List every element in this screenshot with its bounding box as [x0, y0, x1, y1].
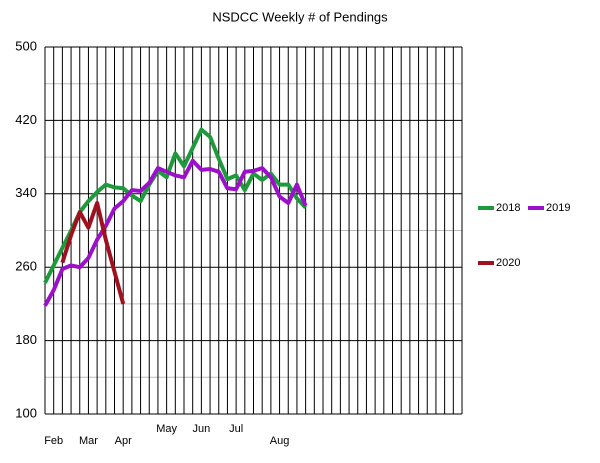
series-line — [43, 158, 308, 307]
series-line — [43, 127, 308, 284]
y-tick-label: 340 — [15, 185, 37, 200]
y-tick-label: 100 — [15, 405, 37, 420]
chart-title: NSDCC Weekly # of Pendings — [212, 9, 388, 24]
y-tick-label: 180 — [15, 332, 37, 347]
x-tick-label: Apr — [115, 435, 132, 447]
legend-label: 2018 — [496, 202, 520, 214]
x-tick-label: Jul — [229, 423, 243, 435]
x-tick-label: May — [156, 423, 177, 435]
y-tick-label: 260 — [15, 259, 37, 274]
series-line — [60, 201, 126, 305]
y-tick-label: 420 — [15, 112, 37, 127]
legend-label: 2020 — [496, 257, 520, 269]
x-tick-label: Jun — [193, 423, 211, 435]
x-tick-label: Mar — [79, 435, 98, 447]
x-tick-label: Aug — [270, 435, 290, 447]
y-tick-label: 500 — [15, 38, 37, 53]
x-tick-label: Feb — [44, 435, 63, 447]
legend-label: 2019 — [546, 202, 570, 214]
